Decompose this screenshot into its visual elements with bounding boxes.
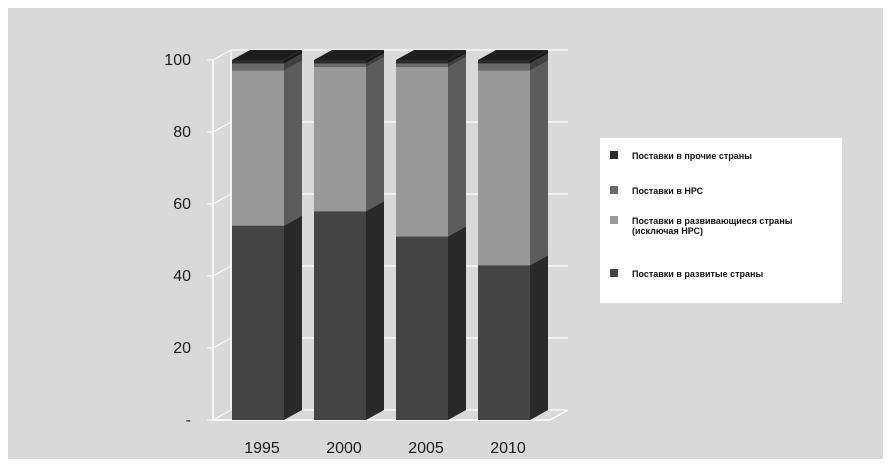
bar-segment [396, 236, 448, 420]
gridline-side [212, 193, 232, 205]
y-tick-label: 20 [173, 340, 191, 357]
bar-segment [232, 225, 284, 420]
legend-item: Поставки в НРС [610, 186, 832, 196]
legend-label: Поставки в развивающиеся страны (исключа… [632, 216, 793, 236]
bar-segment [232, 63, 284, 71]
bar-segment [478, 70, 530, 266]
bar-side [284, 60, 302, 226]
legend-item: Поставки в развитые страны [610, 269, 832, 279]
legend-item: Поставки в прочие страны [610, 151, 832, 161]
bar-side [448, 50, 466, 64]
gridline-side [212, 337, 232, 349]
bar-segment [396, 67, 448, 237]
legend-label: Поставки в НРС [632, 186, 704, 196]
chart-plot: - 20 40 60 80 100 1995 2000 2005 2010 [164, 49, 569, 457]
legend-label: Поставки в прочие страны [632, 151, 752, 161]
y-tick-label: 100 [164, 52, 191, 69]
bar-segment [232, 60, 284, 64]
x-tick-label: 1995 [244, 440, 280, 457]
chart-background: - 20 40 60 80 100 1995 2000 2005 2010 Поставки в … [8, 8, 883, 459]
y-tick-label: 80 [173, 124, 191, 141]
legend-item: Поставки в развивающиеся страны (исключа… [610, 216, 832, 236]
bar-side [284, 50, 302, 64]
bar-top [232, 50, 302, 60]
legend-swatch [610, 269, 618, 277]
y-tick-label: 60 [173, 196, 191, 213]
bar-side [366, 53, 384, 68]
bar-side [530, 255, 548, 420]
bar-segment [478, 63, 530, 71]
bar-side [530, 50, 548, 64]
chart-legend: Поставки в прочие страны Поставки в НРС По… [600, 138, 842, 303]
bar-side [448, 53, 466, 68]
y-tick-label: - [186, 412, 191, 429]
bar-segment [314, 67, 366, 212]
gridline-side [212, 121, 232, 133]
bar-side [366, 50, 384, 64]
bar-side [284, 53, 302, 71]
bar-side [530, 60, 548, 266]
bar-side [284, 215, 302, 420]
bar-side [366, 57, 384, 212]
floor-edge [549, 409, 569, 421]
legend-swatch [610, 216, 618, 224]
x-tick-label: 2000 [326, 440, 362, 457]
bar-top [478, 50, 548, 60]
x-tick-label: 2010 [490, 440, 526, 457]
legend-swatch [610, 151, 618, 159]
legend-label: Поставки в развитые страны [632, 269, 764, 279]
bar-segment [396, 60, 448, 64]
y-tick-label: 40 [173, 268, 191, 285]
bar-segment [478, 265, 530, 420]
gridline-side [212, 409, 232, 421]
bar-side [448, 226, 466, 420]
bar-segment [314, 211, 366, 420]
gridline-side [212, 49, 232, 61]
bar-segment [478, 60, 530, 64]
gridline-side [212, 265, 232, 277]
bar-segment [314, 60, 366, 64]
bar-side [448, 57, 466, 237]
bar-segment [396, 63, 448, 68]
bar-top [396, 50, 466, 60]
legend-swatch [610, 186, 618, 194]
bar-segment [232, 70, 284, 226]
bar-side [366, 201, 384, 420]
bar-segment [314, 63, 366, 68]
x-tick-label: 2005 [408, 440, 444, 457]
bar-side [530, 53, 548, 71]
bar-top [314, 50, 384, 60]
